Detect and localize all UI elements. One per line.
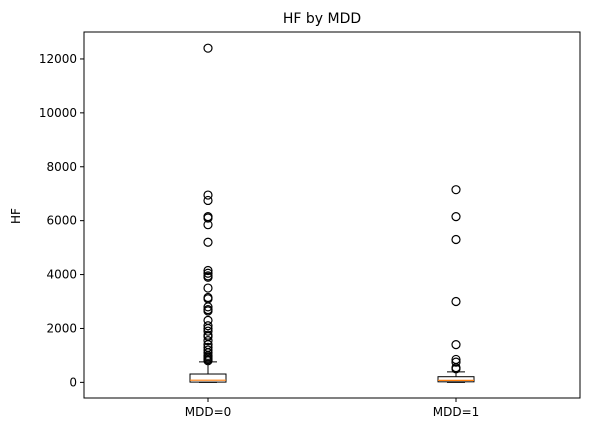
box-mdd-0 [189,373,227,383]
outlier-mdd-0-32 [203,356,213,366]
x-tick-label-1: MDD=1 [433,405,480,419]
y-tick-label-0: 0 [69,375,77,389]
y-tick-label-6: 12000 [39,52,77,66]
box-mdd-1 [437,376,475,383]
outlier-mdd-0-14 [203,302,213,312]
outlier-mdd-1-1 [451,212,461,222]
outlier-mdd-1-4 [451,340,461,350]
y-tick-label-1: 2000 [46,321,77,335]
plot-area: 0 2000 4000 6000 8000 10000 12000 MDD=0 MDD=1 [39,31,581,419]
y-tick-label-2: 4000 [46,268,77,282]
outlier-mdd-0-2 [203,195,213,206]
outlier-mdd-0-16 [203,306,213,316]
y-tick-label-4: 8000 [46,160,77,174]
y-axis-label: HF [9,208,23,224]
outlier-mdd-0-23 [203,335,213,346]
y-tick-label-5: 10000 [39,106,77,120]
outlier-mdd-0-4 [203,213,213,223]
outlier-mdd-0-20 [203,326,213,336]
outlier-mdd-0-7 [203,265,213,276]
y-tick-label-3: 6000 [46,214,77,228]
chart-title: HF by MDD [283,11,361,27]
x-tick-label-0: MDD=0 [185,405,232,419]
outlier-mdd-1-8 [451,364,461,374]
outlier-mdd-0-5 [203,220,213,230]
plot-frame [83,31,581,399]
outlier-mdd-0-0 [203,43,213,53]
outlier-mdd-1-6 [451,357,461,367]
outlier-mdd-1-2 [451,234,461,245]
outlier-mdd-0-11 [203,283,213,293]
outlier-mdd-1-3 [451,296,461,307]
outlier-mdd-0-6 [203,237,213,247]
outlier-mdd-0-1 [203,190,213,200]
outlier-mdd-0-8 [203,268,213,278]
outlier-mdd-0-18 [203,321,213,331]
outlier-mdd-0-10 [203,272,213,282]
outlier-mdd-1-0 [451,185,461,195]
